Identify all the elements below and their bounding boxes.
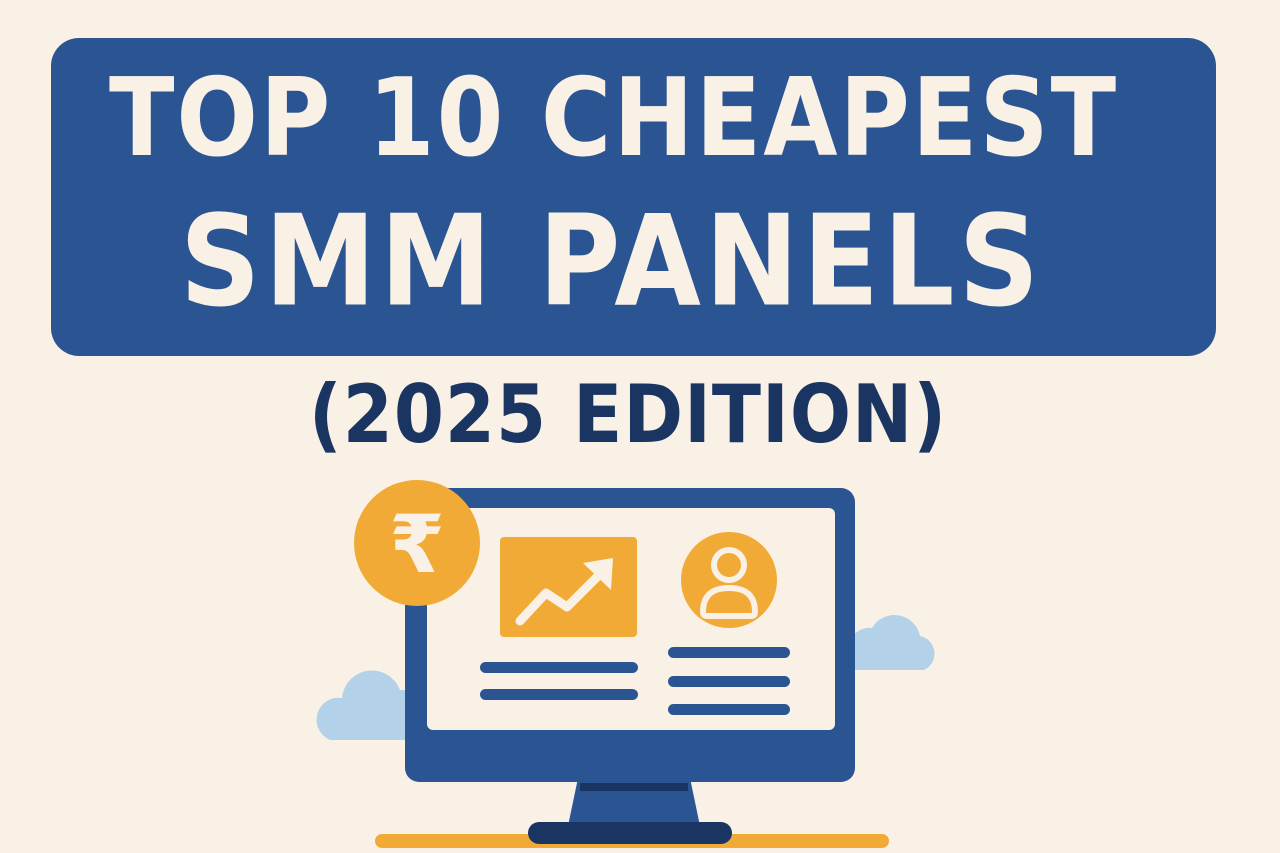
content-lines-left: [480, 662, 638, 700]
monitor-stand: [375, 778, 889, 848]
currency-symbol: ₹: [389, 498, 445, 591]
user-profile-icon: [681, 532, 777, 628]
title-line-2: SMM PANELS: [179, 189, 1044, 335]
subtitle: (2025 EDITION): [308, 366, 948, 462]
title-line-1: TOP 10 CHEAPEST: [108, 55, 1119, 181]
cloud-icon: [316, 670, 429, 740]
content-lines-right: [668, 647, 790, 715]
cloud-icon: [850, 615, 935, 670]
title-banner: TOP 10 CHEAPEST SMM PANELS: [51, 38, 1216, 356]
trending-up-chart-icon: [500, 537, 637, 637]
rupee-coin-icon: ₹: [354, 480, 480, 606]
